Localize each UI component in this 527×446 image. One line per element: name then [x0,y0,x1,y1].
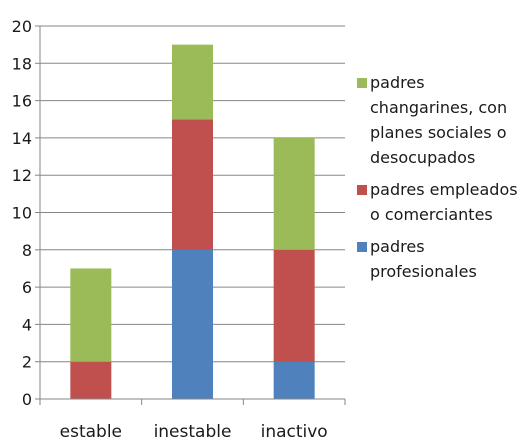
bar-inestable-series-2 [172,44,213,120]
x-tick-label: inestable [154,422,232,442]
y-tick-label: 10 [12,204,32,223]
y-axis-tick-labels: 0 2 4 6 8 10 12 14 16 18 20 [12,17,32,409]
legend-item-profesionales: padres profesionales [357,234,525,284]
y-tick-label: 12 [12,166,32,185]
x-tick-label: inactivo [261,422,328,442]
bar-inestable-series-1 [172,119,213,250]
legend-swatch [357,185,367,195]
legend-item-empleados: padres empleados o comerciantes [357,177,525,227]
legend-swatch [357,242,367,252]
legend-swatch [357,78,367,88]
y-tick-label: 8 [22,241,32,260]
bar-inestable-series-0 [172,249,213,399]
x-axis-tick-labels: estable inestable inactivo [60,422,328,442]
bar-estable-series-1 [70,361,112,399]
y-tick-label: 16 [12,92,32,111]
bar-inactivo-series-1 [273,249,315,362]
bar-estable-series-2 [70,268,112,362]
axes [39,26,346,405]
legend-label: padres changarines, con planes sociales … [370,73,508,167]
y-tick-label: 20 [12,17,32,36]
y-tick-label: 4 [22,315,32,334]
legend-label: padres empleados o comerciantes [370,180,518,224]
y-tick-label: 14 [12,129,32,148]
bar-inactivo-series-2 [273,137,315,250]
bar-inactivo-series-0 [273,361,315,399]
y-tick-label: 18 [12,54,32,73]
legend: padres changarines, con planes sociales … [357,70,525,291]
y-tick-label: 0 [22,390,32,409]
legend-item-desocupados: padres changarines, con planes sociales … [357,70,525,170]
y-tick-label: 2 [22,353,32,372]
x-tick-label: estable [60,422,122,442]
y-tick-label: 6 [22,278,32,297]
legend-label: padres profesionales [370,237,477,281]
bars [70,44,315,399]
